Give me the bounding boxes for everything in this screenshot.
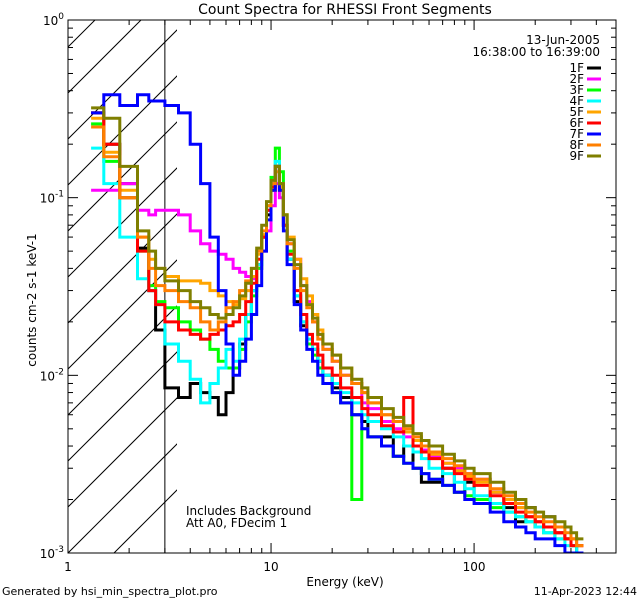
hatch-line xyxy=(68,305,177,416)
y-axis-label: counts cm-2 s-1 keV-1 xyxy=(25,233,39,366)
series-line-6f xyxy=(91,111,584,548)
series-line-7f xyxy=(91,93,584,553)
annotation-attenuator: Att A0, FDecim 1 xyxy=(186,516,287,530)
legend-label-8f: 8F xyxy=(569,138,584,152)
chart-title: Count Spectra for RHESSI Front Segments xyxy=(198,2,492,18)
series-line-9f xyxy=(91,106,584,541)
hatch-line xyxy=(68,351,177,462)
date-label: 13-Jun-2005 xyxy=(526,33,600,47)
legend-label-7f: 7F xyxy=(569,127,584,141)
x-axis-label: Energy (keV) xyxy=(306,575,383,589)
time-range-label: 16:38:00 to 16:39:00 xyxy=(473,45,600,59)
y-tick-label-1e0: 100 xyxy=(43,12,64,28)
hatch-line xyxy=(68,443,177,553)
legend-label-1f: 1F xyxy=(569,61,584,75)
hatch-line xyxy=(68,259,177,370)
hatch-line xyxy=(68,75,177,186)
footer-generated-by: Generated by hsi_min_spectra_plot.pro xyxy=(2,585,218,598)
y-tick-label-1e-2: 10-2 xyxy=(40,367,64,383)
y-tick-label-1e-3: 10-3 xyxy=(40,545,64,561)
axis-ticks xyxy=(67,19,617,554)
legend-label-9f: 9F xyxy=(569,149,584,163)
hatch-line xyxy=(68,29,177,140)
hatch-line xyxy=(68,397,177,508)
hatch-line xyxy=(113,489,177,553)
legend-label-2f: 2F xyxy=(569,72,584,86)
plot-frame xyxy=(67,19,617,554)
series-layer xyxy=(91,93,584,553)
legend-label-4f: 4F xyxy=(569,94,584,108)
x-tick-label-1: 1 xyxy=(64,560,72,574)
legend-label-5f: 5F xyxy=(569,105,584,119)
legend-label-3f: 3F xyxy=(569,83,584,97)
hatch-line xyxy=(68,20,142,94)
x-tick-label-100: 100 xyxy=(463,560,486,574)
legend-label-6f: 6F xyxy=(569,116,584,130)
hatch-line xyxy=(68,121,177,232)
x-tick-label-10: 10 xyxy=(263,560,278,574)
y-tick-label-1e-1: 10-1 xyxy=(40,190,64,206)
hatch-line xyxy=(68,20,96,48)
x-tick-labels: 1 10 100 xyxy=(64,560,485,574)
footer-timestamp: 11-Apr-2023 12:44 xyxy=(534,585,637,598)
annotation-background: Includes Background xyxy=(186,504,311,518)
y-tick-labels: 100 10-1 10-2 10-3 xyxy=(40,12,65,561)
